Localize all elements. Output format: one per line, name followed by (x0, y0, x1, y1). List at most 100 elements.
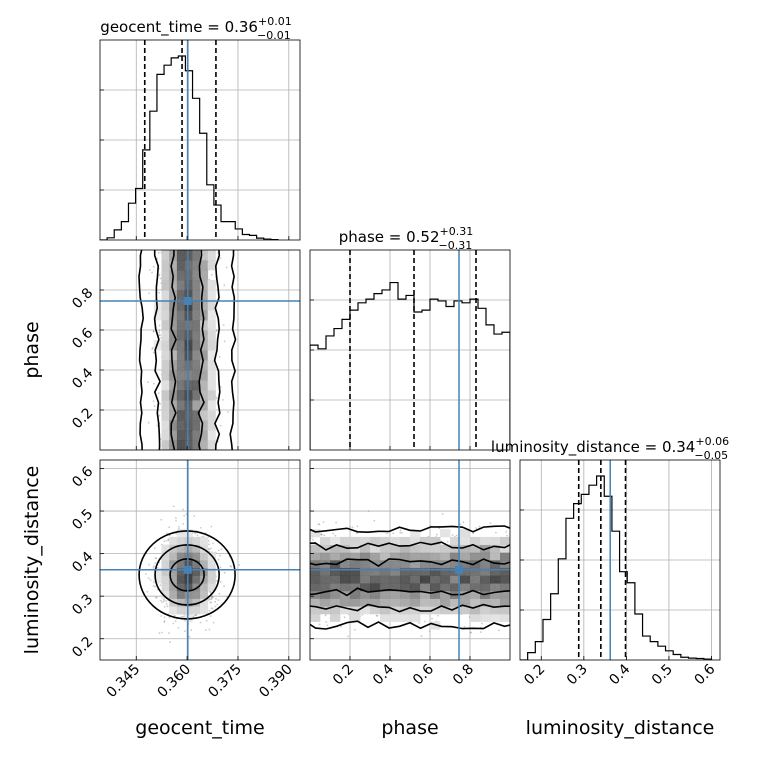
scatter-point (154, 562, 157, 564)
scatter-point (147, 577, 150, 580)
scatter-point (165, 603, 168, 606)
density-cell (192, 270, 201, 281)
scatter-point (157, 392, 160, 394)
scatter-point (159, 277, 162, 280)
scatter-point (219, 554, 222, 557)
density-cell (161, 300, 170, 311)
density-cell (500, 567, 510, 576)
density-cell (153, 310, 162, 321)
y-axis-label-luminosity_distance: luminosity_distance (21, 466, 43, 655)
density-cell (380, 590, 391, 599)
scatter-point (209, 601, 212, 604)
density-cell (450, 552, 461, 561)
density-cell (200, 250, 209, 261)
density-cell (184, 360, 193, 371)
scatter-point (326, 624, 329, 627)
scatter-point (208, 278, 211, 281)
density-cell (450, 598, 461, 607)
scatter-point (149, 579, 152, 581)
density-cell (440, 575, 451, 584)
panel-border-luminosity_distance (519, 459, 721, 661)
density-cell (200, 590, 209, 599)
scatter-point (317, 523, 320, 526)
density-cell (410, 529, 421, 538)
y-tick-label: 0.2 (69, 405, 96, 432)
density-cell (200, 360, 209, 371)
scatter-point (322, 521, 325, 523)
scatter-point (318, 623, 321, 626)
hist-step-luminosity_distance (520, 475, 713, 660)
scatter-point (147, 381, 150, 384)
scatter-point (212, 542, 214, 545)
scatter-point (210, 596, 213, 598)
scatter-point (148, 292, 151, 295)
panel-title-geocent_time: geocent_time = 0.36+0.01 (100, 15, 291, 37)
scatter-point (431, 617, 433, 620)
density-cell (184, 410, 193, 421)
scatter-point (168, 616, 171, 619)
density-cell (410, 567, 421, 576)
density-cell (320, 552, 331, 561)
contour-1 (153, 250, 221, 450)
density-cell (200, 290, 209, 301)
density-cell (176, 340, 185, 351)
scatter-point (435, 533, 438, 536)
density-cell (370, 544, 381, 553)
scatter-point (177, 526, 180, 528)
scatter-point (216, 579, 218, 582)
panel-border-luminosity_distance_vs_phase (309, 459, 511, 661)
density-cell (176, 330, 185, 341)
density-cell (184, 270, 193, 281)
density-cell (500, 606, 510, 615)
density-cell (207, 300, 216, 311)
density-cell (400, 613, 411, 622)
density-cell (176, 590, 185, 599)
density-cell (490, 575, 501, 584)
title-plus: +0.06 (695, 435, 729, 448)
density-cell (161, 583, 170, 592)
density-cell (200, 536, 209, 545)
scatter-point (210, 598, 213, 600)
density-cell (310, 529, 321, 538)
density-cell (192, 390, 201, 401)
density-cell (176, 290, 185, 301)
density-cell (330, 575, 341, 584)
density-cell (460, 606, 471, 615)
density-cell (350, 536, 361, 545)
panel-border-geocent_time (99, 39, 301, 241)
density-cell (184, 370, 193, 381)
scatter-point (207, 599, 210, 601)
scatter-point (163, 598, 165, 601)
density-cell (320, 567, 331, 576)
density-cell (192, 290, 201, 301)
scatter-point (163, 616, 166, 619)
density-cell (192, 598, 201, 607)
scatter-point (172, 505, 175, 508)
scatter-point (159, 403, 162, 405)
density-cell (360, 590, 371, 599)
density-cell (207, 400, 216, 411)
scatter-point (312, 538, 314, 541)
density-cell (330, 598, 341, 607)
scatter-point (225, 266, 228, 269)
scatter-point (153, 382, 155, 385)
scatter-point (223, 571, 226, 574)
density-cell (400, 560, 411, 569)
density-cell (390, 575, 401, 584)
density-cell (200, 420, 209, 431)
density-cell (460, 529, 471, 538)
title-plus: +0.01 (258, 15, 292, 28)
density-cell (350, 575, 361, 584)
density-cell (200, 340, 209, 351)
density-cell (500, 583, 510, 592)
density-cell (184, 560, 193, 569)
density-cell (400, 544, 411, 553)
density-cell (430, 583, 441, 592)
scatter-point (208, 548, 211, 550)
density-cell (192, 330, 201, 341)
density-cell (330, 567, 341, 576)
scatter-point (367, 510, 370, 512)
density-cell (184, 320, 193, 331)
scatter-point (455, 534, 458, 537)
